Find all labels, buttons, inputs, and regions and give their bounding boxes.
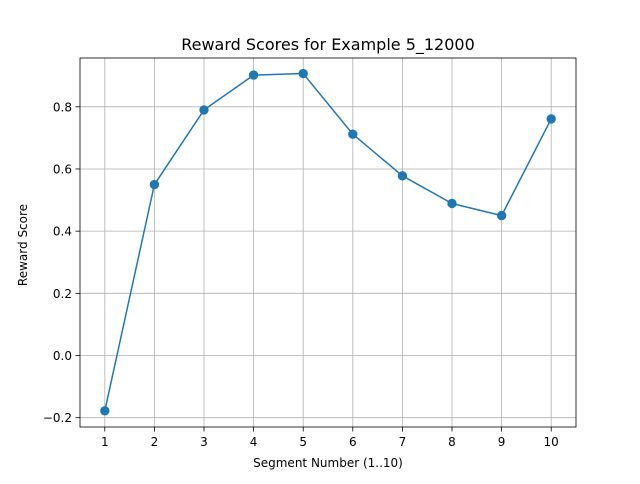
y-tick-label-3: 0.2 — [53, 287, 72, 301]
x-tick-label-8: 8 — [448, 435, 456, 449]
data-point-1 — [100, 406, 110, 416]
axis-ticks: 1 2 3 4 5 6 7 8 9 10 −0.2 0.0 0.2 0.4 0.6 0.8 — [43, 100, 559, 449]
data-point-9 — [496, 210, 507, 221]
y-tick-label-2: 0.0 — [53, 349, 72, 363]
x-tick-label-5: 5 — [299, 435, 307, 449]
grid-lines — [80, 58, 576, 427]
data-point-6 — [348, 129, 358, 139]
data-series — [100, 68, 556, 416]
data-point-7 — [397, 171, 408, 181]
data-point-4 — [248, 70, 259, 80]
y-axis-label: Reward Score — [16, 204, 30, 286]
y-tick-label-1: −0.2 — [43, 411, 72, 425]
y-tick-label-6: 0.8 — [53, 100, 72, 114]
data-point-5 — [298, 68, 308, 79]
x-tick-label-4: 4 — [250, 435, 258, 449]
axes-frame — [79, 57, 577, 428]
x-tick-label-10: 10 — [544, 435, 559, 449]
plot-area-border — [79, 57, 577, 428]
x-tick-label-2: 2 — [151, 435, 159, 449]
data-point-10 — [546, 114, 556, 124]
y-tick-label-4: 0.4 — [53, 225, 72, 239]
data-point-2 — [149, 179, 160, 190]
x-tick-label-3: 3 — [200, 435, 208, 449]
data-point-8 — [447, 198, 457, 209]
x-tick-label-9: 9 — [498, 435, 506, 449]
x-tick-label-7: 7 — [399, 435, 407, 449]
series-line-1 — [104, 72, 552, 411]
x-axis-label: Segment Number (1..10) — [253, 456, 403, 470]
data-point-3 — [199, 105, 209, 115]
x-tick-label-6: 6 — [349, 435, 357, 449]
chart-title: Reward Scores for Example 5_12000 — [181, 35, 475, 55]
x-tick-label-1: 1 — [101, 435, 109, 449]
y-tick-label-5: 0.6 — [53, 162, 72, 176]
